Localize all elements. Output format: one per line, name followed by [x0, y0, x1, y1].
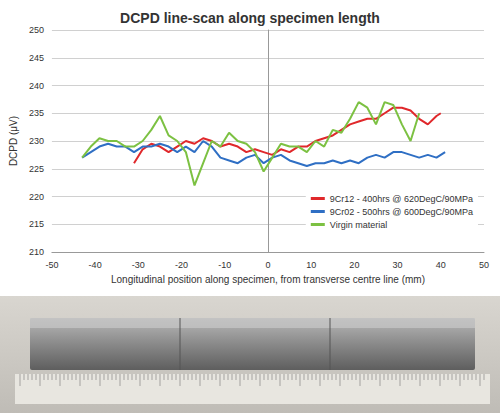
svg-text:50: 50 [479, 260, 489, 270]
svg-text:0: 0 [265, 260, 270, 270]
svg-text:225: 225 [29, 164, 44, 174]
svg-text:-40: -40 [89, 260, 102, 270]
svg-text:-10: -10 [218, 260, 231, 270]
svg-text:220: 220 [29, 192, 44, 202]
svg-text:-20: -20 [175, 260, 188, 270]
svg-text:10: 10 [306, 260, 316, 270]
svg-text:245: 245 [29, 53, 44, 63]
svg-text:DCPD line-scan along specimen: DCPD line-scan along specimen length [120, 10, 380, 26]
svg-text:Virgin material: Virgin material [330, 220, 387, 230]
svg-text:Longitudinal position along sp: Longitudinal position along specimen, fr… [111, 274, 425, 285]
svg-text:210: 210 [29, 247, 44, 257]
svg-text:240: 240 [29, 81, 44, 91]
svg-text:30: 30 [393, 260, 403, 270]
svg-text:-50: -50 [45, 260, 58, 270]
svg-text:215: 215 [29, 219, 44, 229]
svg-text:-30: -30 [132, 260, 145, 270]
svg-text:9Cr12 - 400hrs @ 620DegC/90MPa: 9Cr12 - 400hrs @ 620DegC/90MPa [330, 194, 473, 204]
svg-text:230: 230 [29, 136, 44, 146]
svg-text:9Cr02 - 500hrs @ 600DegC/90MPa: 9Cr02 - 500hrs @ 600DegC/90MPa [330, 207, 473, 217]
svg-text:40: 40 [436, 260, 446, 270]
svg-text:DCPD (μV): DCPD (μV) [8, 116, 19, 166]
svg-text:235: 235 [29, 108, 44, 118]
svg-text:20: 20 [349, 260, 359, 270]
svg-text:250: 250 [29, 25, 44, 35]
